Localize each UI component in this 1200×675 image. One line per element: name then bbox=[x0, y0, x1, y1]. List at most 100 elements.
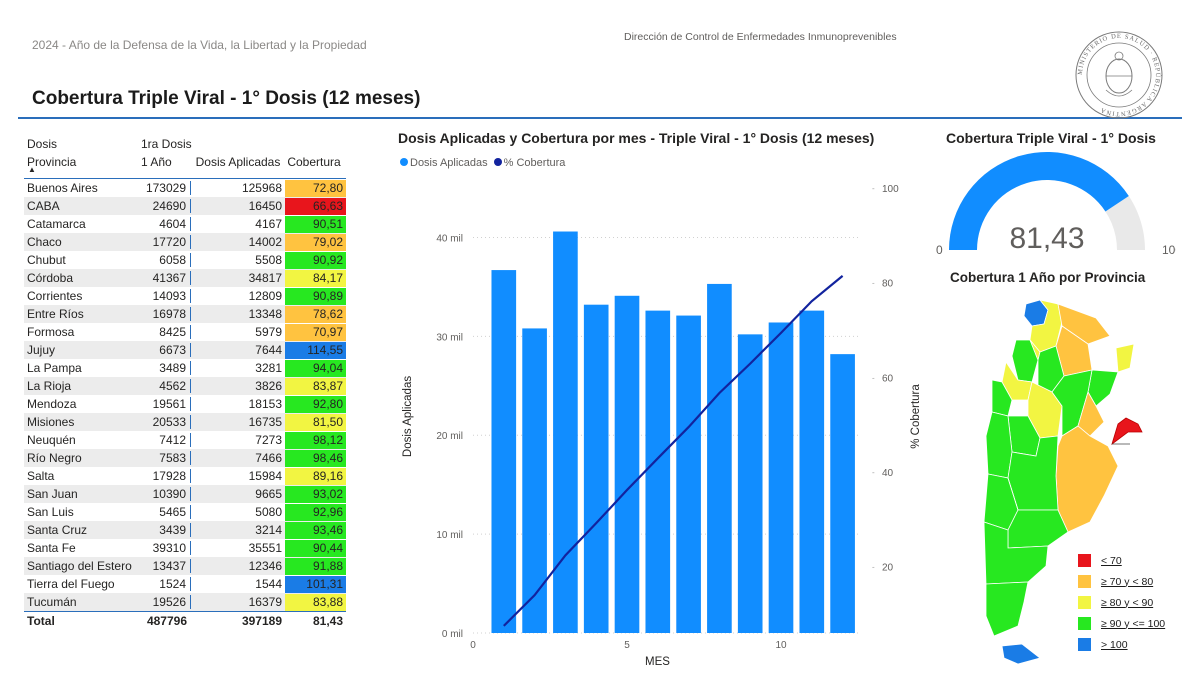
bar-doses-month-2[interactable] bbox=[522, 328, 547, 633]
table-row[interactable]: La Rioja 4562 3826 83,87 bbox=[24, 377, 346, 395]
coverage-value: 90,89 bbox=[285, 287, 346, 305]
table-row[interactable]: Formosa 8425 5979 70,97 bbox=[24, 323, 346, 341]
applied-value: 7466 bbox=[255, 451, 282, 465]
x-axis-label: MES bbox=[645, 656, 670, 668]
table-row[interactable]: Mendoza 19561 18153 92,80 bbox=[24, 395, 346, 413]
applied-value: 4167 bbox=[255, 217, 282, 231]
map-province-entre-rios[interactable] bbox=[1077, 390, 1105, 437]
population-value: 8425 bbox=[139, 325, 191, 339]
applied-value: 7273 bbox=[255, 433, 282, 447]
legend-label: ≥ 90 y <= 100 bbox=[1101, 617, 1166, 630]
coverage-value: 90,44 bbox=[285, 539, 346, 557]
gauge-min-label: 0 bbox=[936, 243, 943, 257]
legend-item-coverage[interactable]: % Cobertura bbox=[493, 157, 565, 169]
legend-swatch bbox=[1078, 617, 1091, 630]
bar-doses-month-4[interactable] bbox=[583, 304, 609, 633]
map-title: Cobertura 1 Año por Provincia bbox=[950, 270, 1146, 285]
province-name: Córdoba bbox=[27, 271, 74, 285]
map-legend-item[interactable]: ≥ 80 y < 90 bbox=[1078, 592, 1165, 613]
province-column-header[interactable]: Provincia bbox=[27, 155, 77, 169]
table-row[interactable]: Misiones 20533 16735 81,50 bbox=[24, 413, 346, 431]
table-row[interactable]: Corrientes 14093 12809 90,89 bbox=[24, 287, 346, 305]
map-legend: < 70 ≥ 70 y < 80 ≥ 80 y < 90 ≥ 90 y <= 100 >… bbox=[1078, 550, 1165, 655]
table-row[interactable]: Santa Fe 39310 35551 90,44 bbox=[24, 539, 346, 557]
applied-value: 15984 bbox=[248, 469, 282, 483]
map-legend-item[interactable]: ≥ 90 y <= 100 bbox=[1078, 613, 1165, 634]
y2-tick-label: 60 bbox=[882, 373, 894, 384]
coverage-column-header[interactable]: Cobertura bbox=[287, 155, 341, 169]
bar-doses-month-6[interactable] bbox=[645, 310, 671, 633]
total-label: Total bbox=[27, 614, 55, 628]
map-province-tierra-del-fuego[interactable] bbox=[1001, 643, 1041, 665]
population-value: 14093 bbox=[139, 289, 191, 303]
table-row[interactable]: Jujuy 6673 7644 114,55 bbox=[24, 341, 346, 359]
applied-value: 5508 bbox=[255, 253, 282, 267]
bar-doses-month-10[interactable] bbox=[768, 322, 794, 633]
population-value: 6673 bbox=[139, 343, 191, 357]
table-row[interactable]: Río Negro 7583 7466 98,46 bbox=[24, 449, 346, 467]
table-row[interactable]: Neuquén 7412 7273 98,12 bbox=[24, 431, 346, 449]
table-row[interactable]: Salta 17928 15984 89,16 bbox=[24, 467, 346, 485]
table-row[interactable]: CABA 24690 16450 66,63 bbox=[24, 197, 346, 215]
table-row[interactable]: Santiago del Estero 13437 12346 91,88 bbox=[24, 557, 346, 575]
bar-doses-month-3[interactable] bbox=[553, 231, 578, 633]
map-legend-item[interactable]: < 70 bbox=[1078, 550, 1165, 571]
population-value: 13437 bbox=[139, 559, 191, 573]
table-row[interactable]: La Pampa 3489 3281 94,04 bbox=[24, 359, 346, 377]
population-column-header[interactable]: 1 Año bbox=[141, 155, 172, 169]
bar-doses-month-8[interactable] bbox=[707, 283, 732, 633]
coverage-value: 114,55 bbox=[285, 341, 346, 359]
table-row[interactable]: Santa Cruz 3439 3214 93,46 bbox=[24, 521, 346, 539]
population-value: 3489 bbox=[139, 361, 191, 375]
legend-item-doses[interactable]: Dosis Aplicadas bbox=[400, 157, 488, 169]
table-row[interactable]: Chubut 6058 5508 90,92 bbox=[24, 251, 346, 269]
population-value: 16978 bbox=[139, 307, 191, 321]
map-province-santa-cruz[interactable] bbox=[985, 581, 1029, 637]
total-applied: 397189 bbox=[241, 614, 282, 628]
y-tick-label: 10 mil bbox=[436, 530, 463, 541]
applied-column-header[interactable]: Dosis Aplicadas bbox=[195, 155, 281, 169]
map-province-caba[interactable] bbox=[1111, 417, 1143, 446]
table-row[interactable]: San Juan 10390 9665 93,02 bbox=[24, 485, 346, 503]
province-name: Santa Cruz bbox=[27, 523, 88, 537]
map-province-formosa[interactable] bbox=[1057, 303, 1111, 345]
table-row[interactable]: San Luis 5465 5080 92,96 bbox=[24, 503, 346, 521]
map-legend-item[interactable]: > 100 bbox=[1078, 634, 1165, 655]
table-row[interactable]: Entre Ríos 16978 13348 78,62 bbox=[24, 305, 346, 323]
legend-label: < 70 bbox=[1101, 554, 1122, 567]
table-row[interactable]: Tierra del Fuego 1524 1544 101,31 bbox=[24, 575, 346, 593]
legend-swatch bbox=[1078, 638, 1091, 651]
map-legend-item[interactable]: ≥ 70 y < 80 bbox=[1078, 571, 1165, 592]
map-province-buenos-aires[interactable] bbox=[1055, 425, 1119, 533]
table-row[interactable]: Buenos Aires 173029 125968 72,80 bbox=[24, 179, 346, 197]
sort-ascending-icon[interactable]: ▲ bbox=[28, 165, 36, 174]
map-province-mendoza[interactable] bbox=[985, 411, 1013, 479]
bar-doses-month-1[interactable] bbox=[491, 270, 517, 633]
province-name: Misiones bbox=[27, 415, 75, 429]
bar-doses-month-9[interactable] bbox=[737, 334, 763, 633]
province-table: Dosis 1ra Dosis Provincia 1 Año Dosis Ap… bbox=[24, 135, 346, 630]
applied-value: 5080 bbox=[255, 505, 282, 519]
applied-value: 7644 bbox=[255, 343, 282, 357]
applied-value: 14002 bbox=[248, 235, 282, 249]
coverage-gauge[interactable]: 0 100 81,43 bbox=[936, 150, 1176, 265]
map-province-misiones[interactable] bbox=[1115, 343, 1135, 373]
map-province-san-juan[interactable] bbox=[991, 379, 1013, 417]
table-row[interactable]: Córdoba 41367 34817 84,17 bbox=[24, 269, 346, 287]
population-value: 17720 bbox=[139, 235, 191, 249]
argentina-coverage-map[interactable] bbox=[978, 296, 1148, 668]
y2-axis-label: % Cobertura bbox=[910, 384, 922, 449]
table-row[interactable]: Tucumán 19526 16379 83,88 bbox=[24, 593, 346, 611]
province-name: San Luis bbox=[27, 505, 74, 519]
bar-doses-month-5[interactable] bbox=[614, 295, 640, 633]
y-tick-label: 30 mil bbox=[436, 332, 463, 343]
y-tick-label: 0 mil bbox=[442, 629, 463, 640]
table-row[interactable]: Catamarca 4604 4167 90,51 bbox=[24, 215, 346, 233]
bar-doses-month-7[interactable] bbox=[676, 315, 701, 633]
bar-doses-month-12[interactable] bbox=[830, 354, 855, 633]
population-value: 24690 bbox=[139, 199, 191, 213]
table-row[interactable]: Chaco 17720 14002 79,02 bbox=[24, 233, 346, 251]
applied-value: 12346 bbox=[248, 559, 282, 573]
bar-doses-month-11[interactable] bbox=[799, 310, 825, 633]
